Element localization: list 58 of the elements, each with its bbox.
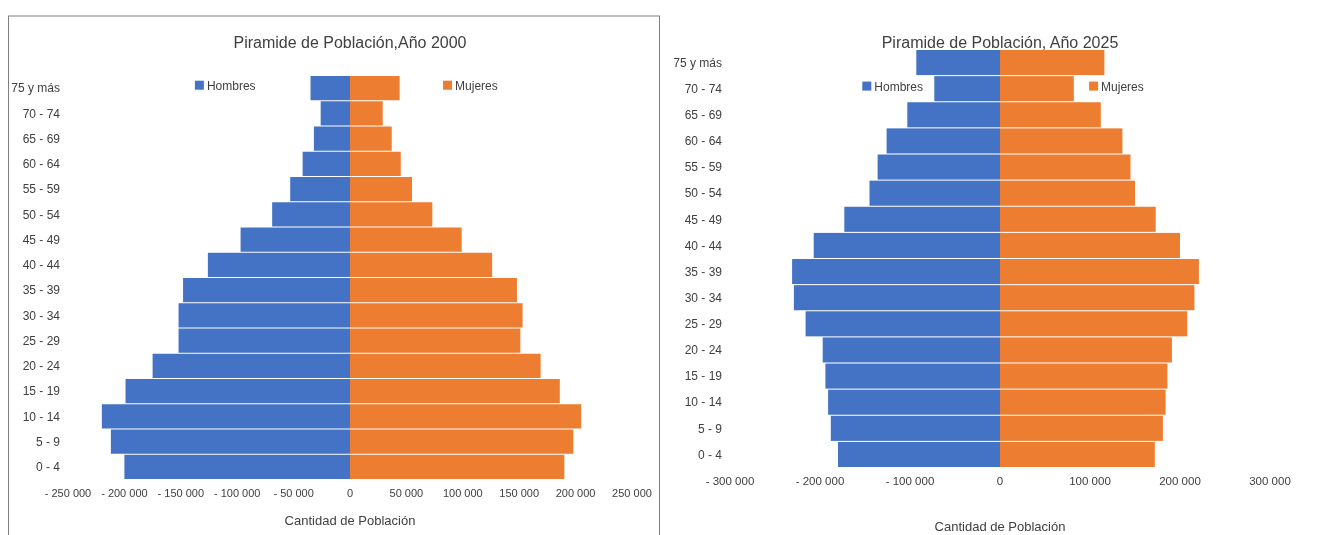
y-tick-label: 65 - 69 <box>684 108 723 122</box>
y-tick-label: 15 - 19 <box>684 369 723 384</box>
x-tick-label: 200 000 <box>1159 475 1201 487</box>
y-tick-label: 10 - 14 <box>22 409 61 424</box>
x-tick-label: - 200 000 <box>101 487 148 499</box>
y-tick-label: 35 - 39 <box>684 264 723 279</box>
x-tick-label: 150 000 <box>499 487 540 499</box>
chart-title: Piramide de Población, Año 2025 <box>881 34 1119 51</box>
x-tick-label: 0 <box>996 475 1004 487</box>
x-tick-label: - 100 000 <box>213 487 261 499</box>
legend-label: Mujeres <box>455 78 498 93</box>
x-tick-label: - 100 000 <box>885 475 935 487</box>
x-tick-label: 0 <box>346 487 354 499</box>
y-tick-label: 35 - 39 <box>22 283 61 298</box>
y-tick-label: 75 y más <box>673 55 722 70</box>
y-tick-label: 20 - 24 <box>684 343 723 358</box>
x-axis-title: Cantidad de Población <box>284 513 416 528</box>
y-tick-label: 65 - 69 <box>22 131 61 146</box>
x-tick-label: 100 000 <box>1069 475 1111 487</box>
y-tick-label: 70 - 74 <box>22 106 61 121</box>
x-axis-title: Cantidad de Población <box>934 519 1066 534</box>
legend-label: Hombres <box>874 79 923 94</box>
y-tick-label: 40 - 44 <box>22 258 61 273</box>
x-tick-label: - 50 000 <box>273 487 314 499</box>
x-tick-label: 200 000 <box>555 487 596 499</box>
y-tick-label: 25 - 29 <box>684 317 723 332</box>
y-tick-label: 30 - 34 <box>22 308 61 323</box>
y-tick-label: 0 - 4 <box>697 447 723 462</box>
x-tick-label: 100 000 <box>442 487 483 499</box>
x-tick-label: - 200 000 <box>795 475 845 487</box>
y-tick-label: 50 - 54 <box>684 186 723 201</box>
legend-label: Mujeres <box>1101 79 1144 94</box>
y-tick-label: 55 - 59 <box>684 160 723 175</box>
y-tick-label: 50 - 54 <box>22 207 61 222</box>
y-tick-label: 55 - 59 <box>22 182 61 197</box>
y-tick-label: 15 - 19 <box>22 384 61 399</box>
y-tick-label: 20 - 24 <box>22 359 61 374</box>
y-tick-label: 0 - 4 <box>35 460 61 475</box>
y-tick-label: 75 y más <box>11 81 60 96</box>
chart-title: Piramide de Población,Año 2000 <box>233 34 467 51</box>
x-tick-label: - 300 000 <box>705 475 755 487</box>
y-tick-label: 70 - 74 <box>684 81 723 96</box>
y-tick-label: 45 - 49 <box>22 232 61 247</box>
y-tick-label: 5 - 9 <box>35 434 61 449</box>
y-tick-label: 60 - 64 <box>684 134 723 149</box>
y-tick-label: 5 - 9 <box>697 421 723 436</box>
x-tick-label: - 250 000 <box>44 487 92 499</box>
legend-label: Hombres <box>206 78 256 93</box>
y-tick-label: 25 - 29 <box>22 333 61 348</box>
x-tick-label: 300 000 <box>1249 475 1291 487</box>
y-tick-label: 30 - 34 <box>684 290 723 305</box>
x-tick-label: - 150 000 <box>157 487 205 499</box>
x-tick-label: 50 000 <box>389 487 424 499</box>
y-tick-label: 10 - 14 <box>684 395 723 410</box>
y-tick-label: 40 - 44 <box>684 238 723 253</box>
x-tick-label: 250 000 <box>612 487 652 499</box>
y-tick-label: 60 - 64 <box>22 157 61 172</box>
y-tick-label: 45 - 49 <box>684 212 723 227</box>
